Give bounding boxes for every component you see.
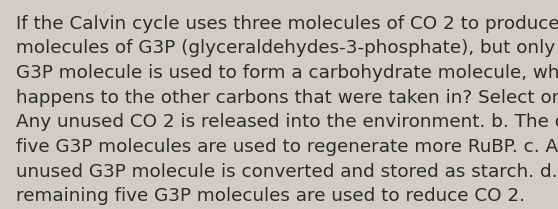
- Text: remaining five G3P molecules are used to reduce CO 2.: remaining five G3P molecules are used to…: [16, 187, 525, 205]
- Text: unused G3P molecule is converted and stored as starch. d. The: unused G3P molecule is converted and sto…: [16, 163, 558, 181]
- Text: Any unused CO 2 is released into the environment. b. The other: Any unused CO 2 is released into the env…: [16, 113, 558, 131]
- Text: If the Calvin cycle uses three molecules of CO 2 to produce six: If the Calvin cycle uses three molecules…: [16, 15, 558, 33]
- Text: molecules of G3P (glyceraldehydes-3-phosphate), but only one: molecules of G3P (glyceraldehydes-3-phos…: [16, 39, 558, 57]
- Text: G3P molecule is used to form a carbohydrate molecule, what: G3P molecule is used to form a carbohydr…: [16, 64, 558, 82]
- Text: happens to the other carbons that were taken in? Select one: a.: happens to the other carbons that were t…: [16, 89, 558, 107]
- Text: five G3P molecules are used to regenerate more RuBP. c. Any: five G3P molecules are used to regenerat…: [16, 138, 558, 156]
